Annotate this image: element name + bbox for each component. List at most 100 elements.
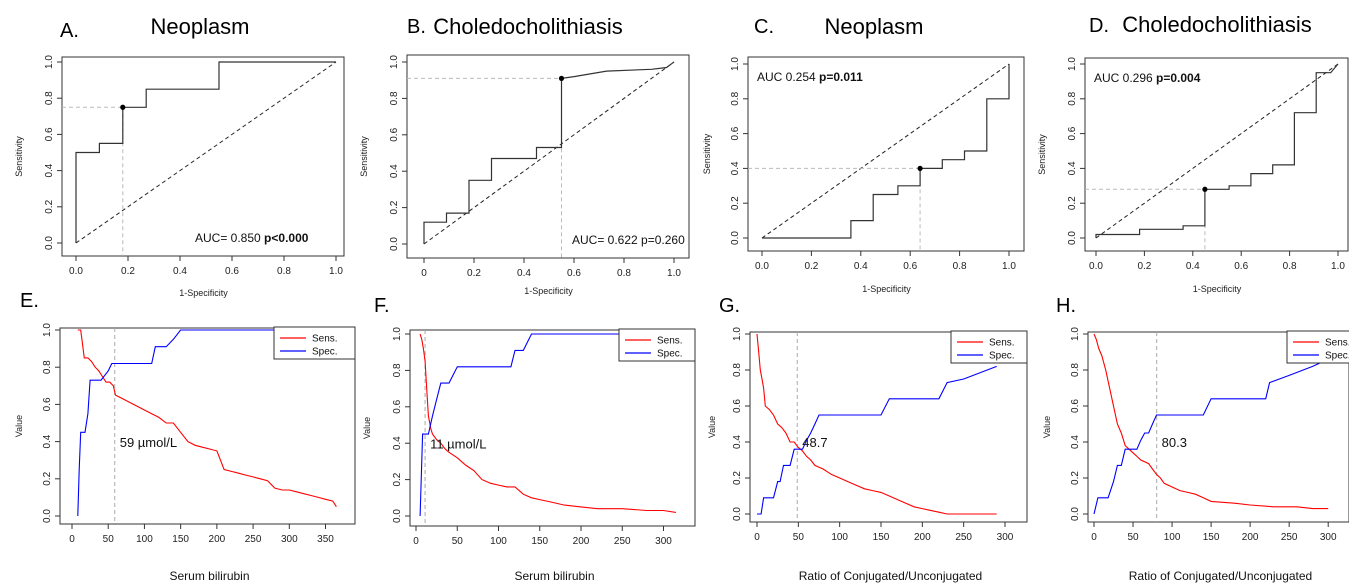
chart-title: Neoplasm [150,14,249,39]
legend-label-spec: Spec. [657,349,683,360]
y-tick-label: 0.6 [732,399,743,413]
y-tick-label: 1.0 [1070,327,1081,341]
legend-label-sens: Sens. [657,336,683,347]
x-tick-label: 350 [317,534,334,545]
y-tick-label: 0.0 [1067,231,1078,245]
roc-chart-a: A. Neoplasm 0.0 0.2 0.4 0.6 0.8 1.0 0.0 0.2 0.4 0.6… [0,0,345,300]
x-tick-label: 150 [1203,532,1220,543]
plot-frame [1085,58,1348,251]
x-tick-label: 1.0 [329,266,343,277]
y-tick-label: 0.6 [392,399,403,413]
y-axis-label: Sensitivity [14,136,24,177]
x-axis-label: Serum bilirubin [514,569,594,583]
x-tick-label: 50 [103,534,115,545]
line-chart-f: F. 0 50 100 150 200 250 300 0.0 0.2 0.4 0.6 0.8 1.0 Se… [360,292,705,584]
panel-d: D. Choledocholithiasis 0.0 0.2 0.4 0.6 0.8 1.0 0… [1025,0,1349,300]
line-chart-h: H. 0 50 100 150 200 250 300 0.0 0.2 0.4 0.6 0.8 1.0 Ra… [1040,292,1349,584]
y-tick-label: 0.2 [1067,196,1078,210]
x-tick-label: 300 [1320,532,1337,543]
y-tick-label: 0.4 [389,164,400,178]
x-tick-label: 250 [245,534,262,545]
panel-h: H. 0 50 100 150 200 250 300 0.0 0.2 0.4 0.6 0.8 1.0 Ra… [1040,292,1349,584]
line-chart-e: E.0 50 100 150 200 250 300 3500.00.20.40.60.81.… [0,292,360,584]
y-tick-label: 1.0 [1067,57,1078,71]
y-tick-label: 0.2 [730,196,741,210]
x-tick-label: 250 [955,532,972,543]
y-tick-label: 0.0 [392,509,403,523]
y-tick-label: 0.0 [730,231,741,245]
legend-label-spec: Spec. [312,347,338,358]
y-tick-label: 0.4 [392,436,403,450]
panel-letter: H. [1056,295,1076,317]
y-tick-label: 1.0 [392,327,403,341]
x-tick-label: 50 [1127,532,1139,543]
panel-a: A. Neoplasm 0.0 0.2 0.4 0.6 0.8 1.0 0.0 0.2 0.4 0.6… [0,0,345,300]
x-tick-label: 0.4 [854,261,868,272]
x-tick-label: 0 [421,268,427,279]
x-tick-label: 0 [1091,532,1097,543]
x-tick-label: 300 [655,536,672,547]
y-tick-label: 0.0 [42,509,53,523]
x-tick-label: 1.0 [667,268,681,279]
chart-title: Choledocholithiasis [1122,12,1312,37]
x-tick-label: 0.6 [567,268,581,279]
x-tick-label: 0.2 [804,261,818,272]
series-line-spec [1094,359,1328,514]
panel-letter: F. [374,295,390,317]
panel-c: C. Neoplasm 0.0 0.2 0.4 0.6 0.8 1.0 0.0 0.2 0.4 0.6… [690,0,1025,300]
x-tick-label: 150 [531,536,548,547]
cutoff-label: 80.3 [1162,435,1187,450]
legend-label-sens: Sens. [989,338,1015,349]
y-axis-label: Sensitivity [359,136,369,177]
x-tick-label: 0.8 [617,268,631,279]
y-tick-label: 0.8 [730,91,741,105]
y-tick-label: 0.2 [389,200,400,214]
y-tick-label: 0.8 [389,91,400,105]
cutoff-label: 11 µmol/L [430,436,486,451]
x-tick-label: 200 [914,532,931,543]
y-tick-label: 0.4 [1067,161,1078,175]
panel-letter: E. [20,292,39,312]
roc-chart-c: C. Neoplasm0.0 0.2 0.4 0.6 0.8 1.00.00.20.40.6… [690,0,1025,300]
y-tick-label: 0.6 [389,127,400,141]
panel-letter: C. [754,16,774,38]
panel-letter: A. [60,20,79,42]
y-tick-label: 0.4 [42,434,53,448]
panel-letter: B. [407,16,426,38]
x-tick-label: 0 [69,534,75,545]
panel-g: G. 0 50 100 150 200 250 300 0.0 0.2 0.4 0.6 0.8 1.0 Ra… [705,292,1040,584]
x-tick-label: 0.8 [1283,261,1297,272]
y-tick-label: 0.8 [1070,363,1081,377]
y-tick-label: 0.6 [44,127,55,141]
y-tick-label: 0.6 [1067,126,1078,140]
y-tick-label: 0.2 [392,472,403,486]
x-tick-label: 0.2 [121,266,135,277]
x-tick-label: 0.8 [953,261,967,272]
y-tick-label: 0.2 [42,471,53,485]
auc-annotation: AUC 0.254 p=0.011 [757,70,863,84]
x-tick-label: 0.4 [1186,261,1200,272]
cutoff-point [120,105,125,110]
auc-annotation: AUC= 0.850 p<0.000 [195,231,309,245]
x-tick-label: 1.0 [1331,261,1345,272]
x-tick-label: 0.8 [277,266,291,277]
cutoff-label: 59 µmol/L [120,435,177,450]
x-tick-label: 0.4 [517,268,531,279]
y-tick-label: 0.6 [1070,399,1081,413]
y-axis-label: Value [14,415,24,437]
y-tick-label: 0.2 [44,199,55,213]
y-axis-label: Sensitivity [1037,134,1047,175]
x-tick-label: 300 [281,534,298,545]
x-tick-label: 150 [873,532,890,543]
x-tick-label: 100 [490,536,507,547]
x-tick-label: 200 [573,536,590,547]
x-tick-label: 150 [172,534,189,545]
x-axis-label: Serum bilirubin [169,569,249,583]
y-tick-label: 0.8 [1067,91,1078,105]
p-value: p<0.000 [261,231,309,245]
panel-letter: D. [1089,15,1109,37]
y-tick-label: 1.0 [44,55,55,69]
y-tick-label: 0.4 [730,161,741,175]
auc-value: AUC= 0.850 [195,231,261,245]
x-tick-label: 250 [1281,532,1298,543]
